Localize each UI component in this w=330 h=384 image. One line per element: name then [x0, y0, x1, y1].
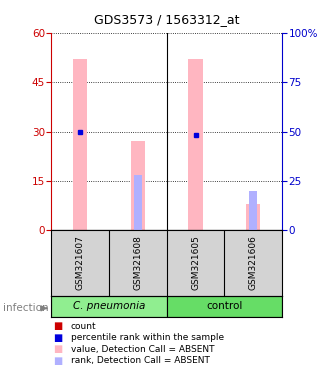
- Text: control: control: [206, 301, 243, 311]
- Bar: [167, 296, 282, 317]
- Bar: [131, 141, 145, 230]
- Text: GDS3573 / 1563312_at: GDS3573 / 1563312_at: [94, 13, 239, 26]
- Text: GSM321608: GSM321608: [133, 236, 142, 291]
- Text: C. pneumonia: C. pneumonia: [73, 301, 145, 311]
- Bar: [51, 296, 167, 317]
- Bar: [188, 59, 203, 230]
- Text: GSM321607: GSM321607: [76, 236, 84, 291]
- Text: ■: ■: [53, 321, 62, 331]
- Text: GSM321605: GSM321605: [191, 236, 200, 291]
- Text: count: count: [71, 322, 97, 331]
- Text: ■: ■: [53, 356, 62, 366]
- Text: GSM321606: GSM321606: [249, 236, 258, 291]
- Text: value, Detection Call = ABSENT: value, Detection Call = ABSENT: [71, 345, 214, 354]
- Bar: [134, 175, 142, 230]
- Text: rank, Detection Call = ABSENT: rank, Detection Call = ABSENT: [71, 356, 210, 366]
- Bar: [249, 191, 257, 230]
- Text: percentile rank within the sample: percentile rank within the sample: [71, 333, 224, 343]
- Bar: [246, 204, 260, 230]
- Text: infection: infection: [3, 303, 49, 313]
- Text: ■: ■: [53, 344, 62, 354]
- Bar: [73, 59, 87, 230]
- Text: ■: ■: [53, 333, 62, 343]
